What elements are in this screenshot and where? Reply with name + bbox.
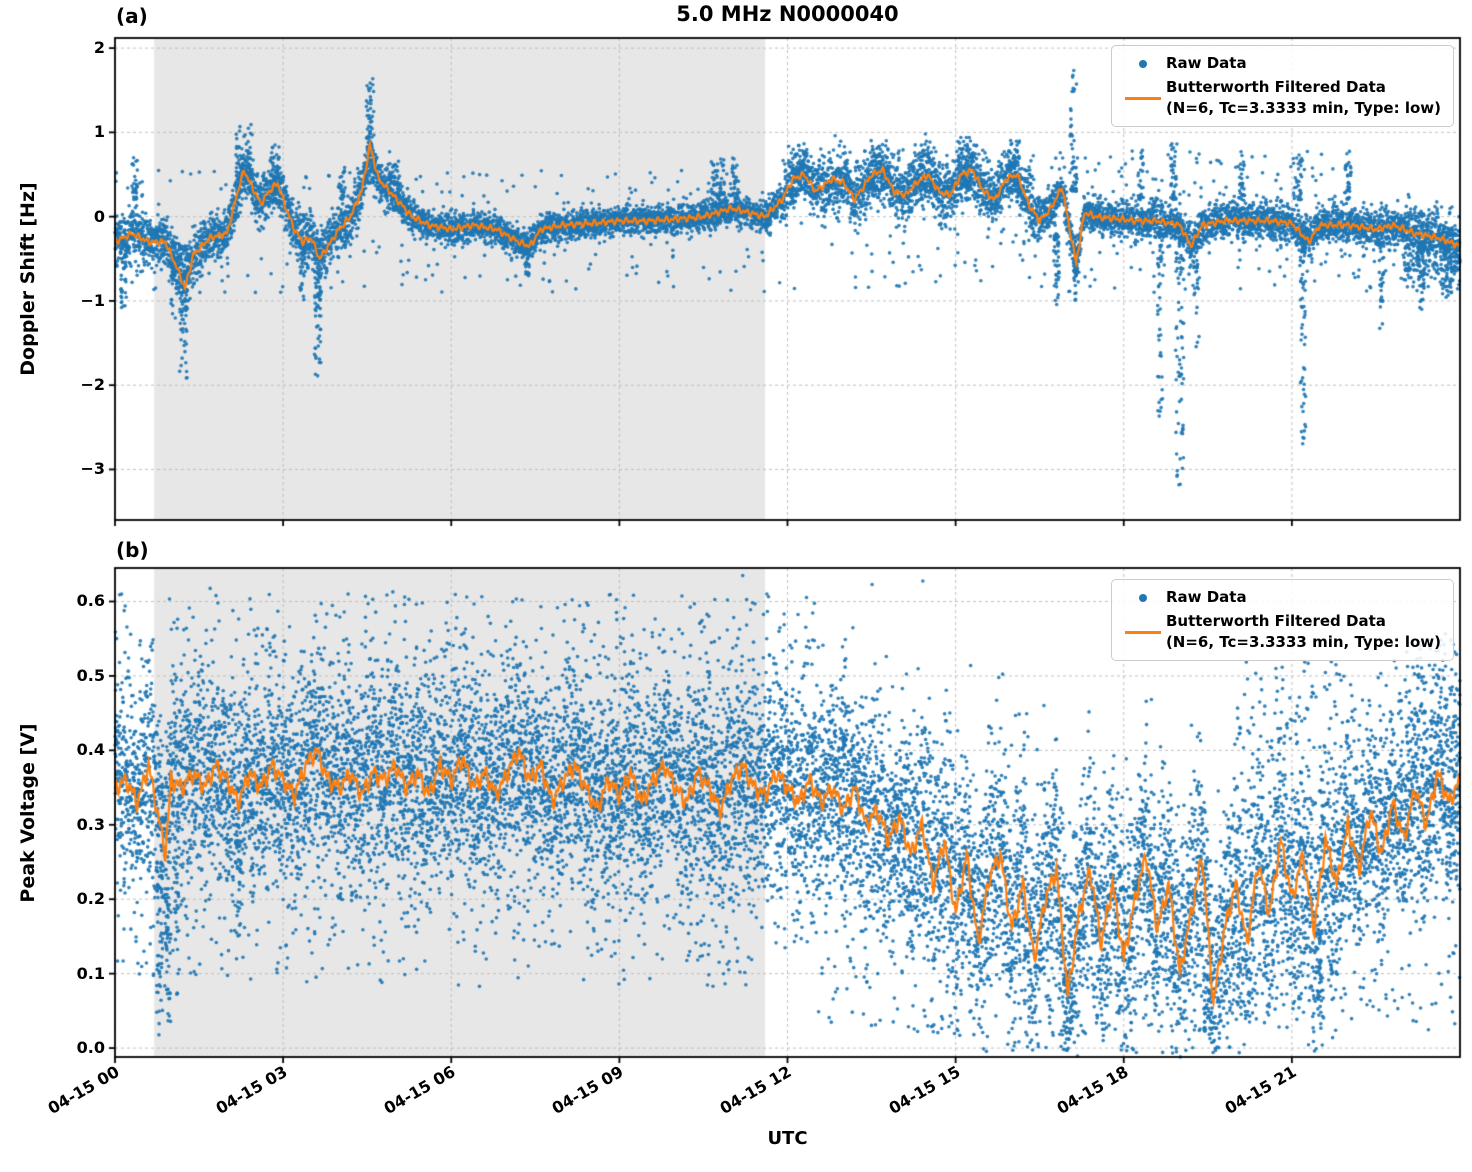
y-tick-label: 0 — [93, 206, 105, 226]
y-tick-label: 0.0 — [76, 1038, 105, 1058]
legend-panel-b: Raw Data Butterworth Filtered Data (N=6,… — [1110, 579, 1454, 661]
y-tick-label: 0.4 — [76, 740, 105, 760]
y-tick-label: −1 — [80, 290, 105, 310]
filtered-line-marker-icon — [1124, 96, 1161, 100]
legend-entry-raw: Raw Data — [1120, 53, 1441, 74]
legend-entry-filtered: Butterworth Filtered Data (N=6, Tc=3.333… — [1120, 77, 1441, 119]
y-tick-label: 1 — [93, 122, 105, 142]
legend-filtered-label-line1: Butterworth Filtered Data — [1165, 612, 1386, 630]
legend-raw-label: Raw Data — [1165, 588, 1247, 606]
raw-data-marker-icon — [1138, 593, 1147, 602]
legend-entry-raw: Raw Data — [1120, 587, 1441, 608]
filtered-line-marker-icon — [1124, 630, 1161, 634]
x-axis-label: UTC — [767, 1128, 808, 1149]
y-tick-label: 0.6 — [76, 591, 105, 611]
legend-entry-filtered: Butterworth Filtered Data (N=6, Tc=3.333… — [1120, 611, 1441, 653]
legend-filtered-label-line2: (N=6, Tc=3.3333 min, Type: low) — [1165, 99, 1441, 117]
panel-b-label: (b) — [116, 538, 149, 562]
legend-filtered-label-line2: (N=6, Tc=3.3333 min, Type: low) — [1165, 633, 1441, 651]
y-tick-label: 0.1 — [76, 963, 105, 983]
figure-title: 5.0 MHz N0000040 — [676, 2, 899, 26]
legend-panel-a: Raw Data Butterworth Filtered Data (N=6,… — [1110, 45, 1454, 127]
legend-filtered-label-line1: Butterworth Filtered Data — [1165, 78, 1386, 96]
legend-raw-label: Raw Data — [1165, 54, 1247, 72]
y-tick-label: 2 — [93, 38, 105, 58]
y-tick-label: −2 — [80, 375, 105, 395]
y-tick-label: −3 — [80, 459, 105, 479]
y-tick-label: 0.5 — [76, 665, 105, 685]
y-tick-label: 0.3 — [76, 814, 105, 834]
raw-data-marker-icon — [1138, 59, 1147, 68]
panel-a-label: (a) — [116, 4, 148, 28]
y-tick-label: 0.2 — [76, 889, 105, 909]
